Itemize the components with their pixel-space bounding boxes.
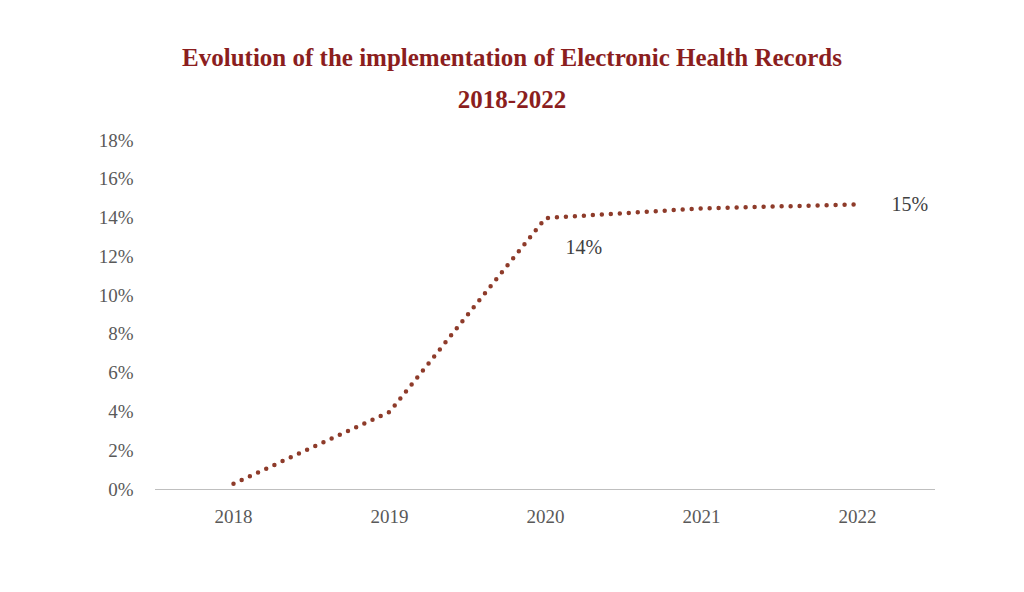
html-text:2018-2022: 2018-2022 [457,86,567,113]
svg-text:4%: 4% [108,401,134,422]
svg-text:16%: 16% [99,168,134,189]
svg-text:14%: 14% [99,207,134,228]
html-text:Evolution of the implementatio: Evolution of the implementation of Elect… [182,44,842,71]
svg-text:15%: 15% [892,193,929,215]
svg-text:2022: 2022 [839,506,877,527]
svg-text:2021: 2021 [683,506,721,527]
svg-text:18%: 18% [99,130,134,151]
svg-text:6%: 6% [108,362,134,383]
svg-text:10%: 10% [99,285,134,306]
svg-text:2018: 2018 [215,506,253,527]
svg-text:2020: 2020 [527,506,565,527]
svg-text:12%: 12% [99,246,134,267]
svg-text:0%: 0% [108,479,134,500]
svg-text:2019: 2019 [371,506,409,527]
svg-text:8%: 8% [108,323,134,344]
svg-text:2%: 2% [108,440,134,461]
svg-text:14%: 14% [566,236,603,258]
